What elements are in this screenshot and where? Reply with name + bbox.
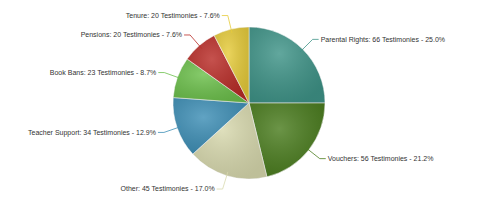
slice-shading: [173, 59, 249, 103]
data-label: Vouchers: 56 Testimonies - 21.2%: [328, 155, 434, 162]
data-label: Pensions: 20 Testimonies - 7.6%: [81, 31, 182, 38]
chart: Parental Rights: 66 Testimonies - 25.0% V…: [0, 0, 480, 205]
slice-shading: [249, 103, 325, 177]
data-label: Teacher Support: 34 Testimonies - 12.9%: [28, 129, 156, 137]
slice-shading: [187, 35, 249, 103]
leader-line: [222, 16, 232, 33]
leader-line: [184, 35, 202, 49]
pie: [173, 27, 325, 179]
data-label: Tenure: 20 Testimonies - 7.6%: [126, 12, 220, 19]
slice-shading: [249, 27, 325, 103]
leader-line: [306, 148, 326, 159]
pie-slice: [173, 98, 249, 155]
pie-slice: [249, 27, 325, 103]
leader-line: [217, 172, 228, 189]
data-label: Other: 45 Testimonies - 17.0%: [121, 185, 215, 192]
slice-shading: [193, 103, 267, 179]
leader-line: [300, 39, 319, 52]
labels: Parental Rights: 66 Testimonies - 25.0% V…: [28, 12, 445, 193]
slice-shading: [214, 27, 249, 103]
data-label: Book Bans: 23 Testimonies - 8.7%: [50, 69, 156, 76]
slice-shading: [173, 98, 249, 155]
data-label: Parental Rights: 66 Testimonies - 25.0%: [321, 36, 445, 44]
leader-line: [158, 73, 181, 79]
pie-slice: [214, 27, 249, 103]
leader-line: [158, 127, 181, 133]
